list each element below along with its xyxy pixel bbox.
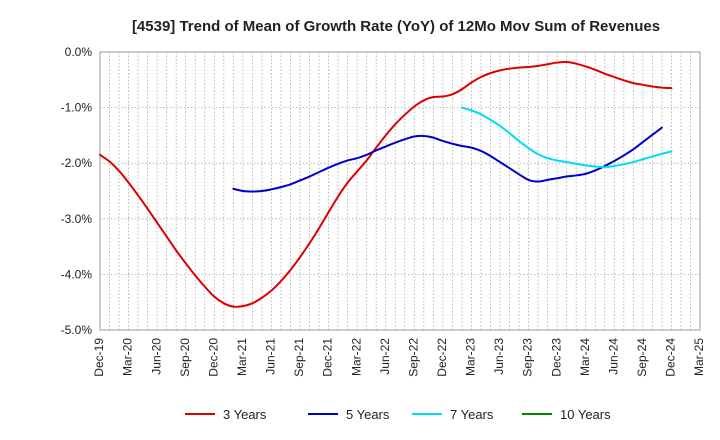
legend-label-5-years: 5 Years (346, 407, 390, 422)
x-tick-label: Dec-19 (92, 338, 106, 377)
x-tick-label: Dec-24 (664, 338, 678, 377)
x-tick-label: Mar-20 (121, 338, 135, 376)
series-line-5-years (232, 126, 663, 193)
legend-label-7-years: 7 Years (450, 407, 494, 422)
x-tick-label: Jun-23 (492, 338, 506, 375)
x-tick-label: Dec-22 (435, 338, 449, 377)
legend: 3 Years 5 Years 7 Years 10 Years (185, 407, 611, 422)
x-tick-label: Dec-23 (549, 338, 563, 377)
legend-label-10-years: 10 Years (560, 407, 611, 422)
x-tick-label: Sep-20 (178, 338, 192, 377)
chart-title: [4539] Trend of Mean of Growth Rate (YoY… (132, 18, 660, 35)
x-tick-label: Jun-21 (264, 338, 278, 375)
y-tick-label: -4.0% (61, 267, 93, 281)
x-tick-label: Sep-23 (521, 338, 535, 377)
x-tick-label: Mar-25 (692, 338, 706, 376)
x-tick-label: Dec-21 (321, 338, 335, 377)
y-tick-label: -3.0% (61, 212, 93, 226)
plot-area (99, 51, 701, 331)
x-tick-label: Sep-22 (406, 338, 420, 377)
axis-layer: 0.0% -1.0% -2.0% -3.0% -4.0% -5.0%Dec-19 Mar-2… (61, 45, 707, 377)
x-tick-label: Dec-20 (206, 338, 220, 377)
series-layer (99, 60, 673, 308)
series-line-7-years (460, 106, 673, 169)
legend-label-3-years: 3 Years (223, 407, 267, 422)
y-tick-label: -1.0% (61, 101, 93, 115)
y-tick-label: -5.0% (61, 323, 93, 337)
series-line-3-years (99, 60, 673, 308)
x-tick-label: Mar-23 (464, 338, 478, 376)
x-tick-label: Mar-24 (578, 338, 592, 376)
x-tick-label: Sep-24 (635, 338, 649, 377)
x-tick-label: Sep-21 (292, 338, 306, 377)
y-tick-label: 0.0% (65, 45, 93, 59)
x-tick-label: Jun-20 (149, 338, 163, 375)
y-tick-label: -2.0% (61, 156, 93, 170)
x-tick-label: Mar-22 (349, 338, 363, 376)
grid-layer (99, 51, 701, 331)
x-tick-label: Jun-24 (606, 338, 620, 375)
x-tick-label: Jun-22 (378, 338, 392, 375)
x-tick-label: Mar-21 (235, 338, 249, 376)
